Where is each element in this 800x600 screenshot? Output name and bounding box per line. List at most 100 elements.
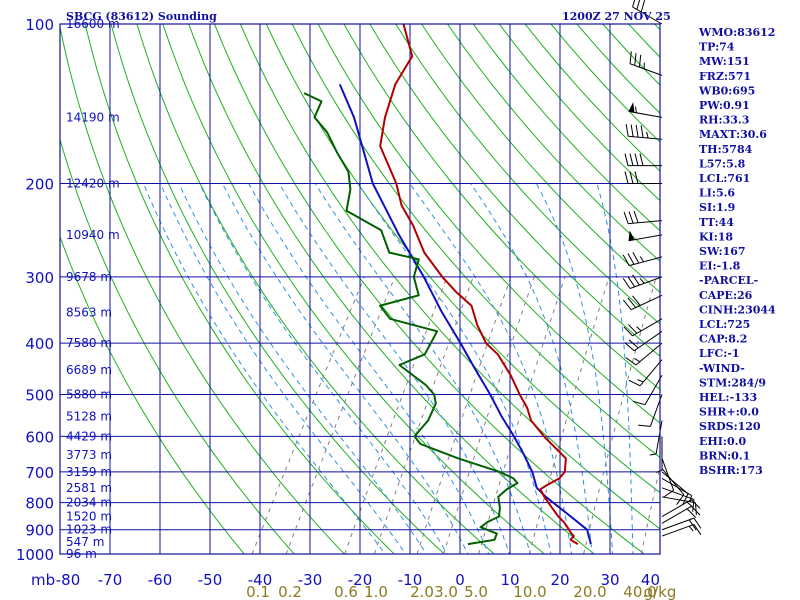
index-line: TT:44 [699, 216, 734, 229]
dry-adiabat-line [447, 24, 660, 262]
barb-flag [691, 505, 701, 516]
altitude-label: 547 m [66, 535, 104, 549]
mixing-ratio-label: 20.0 [573, 583, 606, 600]
pressure-tick-label: 400 [25, 335, 54, 353]
parcel-trace [338, 84, 592, 545]
dry-adiabat-line [395, 24, 660, 325]
temperature-tick-label: 0 [455, 571, 465, 589]
mixing-ratio-line [443, 276, 535, 554]
wind-barb [661, 477, 692, 502]
barb-flag [629, 51, 632, 64]
temperature-tick-label: -50 [198, 571, 223, 589]
pressure-tick-label: 200 [25, 176, 54, 194]
wind-barb [661, 505, 701, 524]
barb-pennant [628, 230, 635, 241]
mixing-ratio-label: 0.1 [246, 583, 270, 600]
wind-barb [623, 294, 663, 311]
index-line: -WIND- [699, 362, 745, 375]
barb-staff [661, 499, 692, 518]
barb-flag [632, 274, 640, 286]
mixing-ratio-label: 1.0 [364, 583, 388, 600]
wind-barb [632, 0, 663, 25]
dry-adiabat-line [343, 24, 660, 390]
temperature-tick-label: -40 [248, 571, 273, 589]
barb-half-flag [655, 469, 663, 473]
moist-adiabat-line [159, 183, 407, 554]
barb-flag [635, 124, 639, 138]
wind-barb [628, 230, 663, 242]
barb-flag [638, 54, 642, 68]
barb-staff [628, 220, 663, 225]
temperature-tick-label: -10 [398, 571, 423, 589]
wind-barb [661, 499, 701, 518]
station-title: SBCG (83612) Sounding [66, 10, 217, 23]
index-line: EI:-1.8 [699, 260, 741, 273]
barb-flag [694, 502, 697, 516]
pressure-tick-label: 1000 [16, 546, 54, 564]
barb-flag [636, 0, 641, 10]
moist-adiabat-line [470, 183, 593, 554]
dry-adiabat-line [60, 235, 245, 554]
index-line: LCL:725 [699, 318, 750, 331]
wind-barbs [622, 0, 702, 537]
moist-adiabat-line [314, 183, 531, 554]
index-line: L57:5.8 [699, 157, 746, 170]
dry-adiabat-line [136, 24, 496, 554]
barb-flag [627, 324, 638, 334]
dry-adiabat-line [84, 24, 396, 554]
index-line: CAPE:26 [699, 289, 753, 302]
pressure-tick-label: 800 [25, 495, 54, 513]
dry-adiabat-line [188, 24, 596, 554]
dry-adiabat-line [369, 24, 660, 357]
index-line: LI:5.6 [699, 187, 735, 200]
temperature-tick-label: 30 [600, 571, 619, 589]
pressure-tick-label: 100 [25, 16, 54, 34]
valid-time: 1200Z 27 NOV 25 [562, 10, 671, 23]
barb-half-flag [634, 106, 637, 113]
mixing-ratio-line [478, 276, 566, 554]
index-line: FRZ:571 [699, 70, 751, 83]
wind-barb [661, 496, 697, 516]
mixing-ratio-label: 0.2 [278, 583, 302, 600]
altitude-label: 8563 m [66, 305, 112, 319]
barb-pennant [628, 102, 635, 113]
index-line: SI:1.9 [699, 201, 735, 214]
barb-half-flag [637, 379, 644, 383]
index-line: SRDS:120 [699, 420, 761, 433]
barb-flag [628, 379, 641, 387]
barb-flag [640, 125, 644, 138]
temperature-tick-label: -60 [148, 571, 173, 589]
isotherms [109, 24, 611, 554]
dry-adiabat-line [421, 24, 660, 293]
mixing-ratio-line [373, 276, 474, 554]
barb-flag [634, 171, 639, 184]
wind-barb [623, 210, 663, 225]
barb-flag [625, 124, 629, 137]
barb-flag [627, 276, 636, 288]
wind-barb [622, 274, 663, 289]
dry-adiabat-line [60, 24, 345, 554]
index-line: LFC:-1 [699, 347, 740, 360]
index-line: CAP:8.2 [699, 333, 747, 346]
mixing-ratio-line [583, 276, 657, 554]
index-line: MAXT:30.6 [699, 128, 767, 141]
moist-adiabat-line [596, 183, 634, 554]
barb-flag [632, 0, 636, 8]
index-line: -PARCEL- [699, 274, 758, 287]
moist-adiabat-line [178, 183, 427, 554]
barb-flag [693, 524, 702, 535]
barb-flag [638, 424, 651, 427]
wind-barb [661, 523, 702, 537]
barb-flag [627, 253, 635, 265]
wind-barb [655, 436, 663, 473]
altitude-label: 9678 m [66, 270, 112, 284]
barb-flag [629, 171, 634, 184]
barb-flag [630, 124, 634, 137]
altitude-label: 3159 m [66, 465, 112, 479]
plot-frame [59, 23, 661, 555]
dry-adiabat-line [291, 24, 660, 459]
mixing-ratio-label: 40.0 [623, 583, 656, 600]
